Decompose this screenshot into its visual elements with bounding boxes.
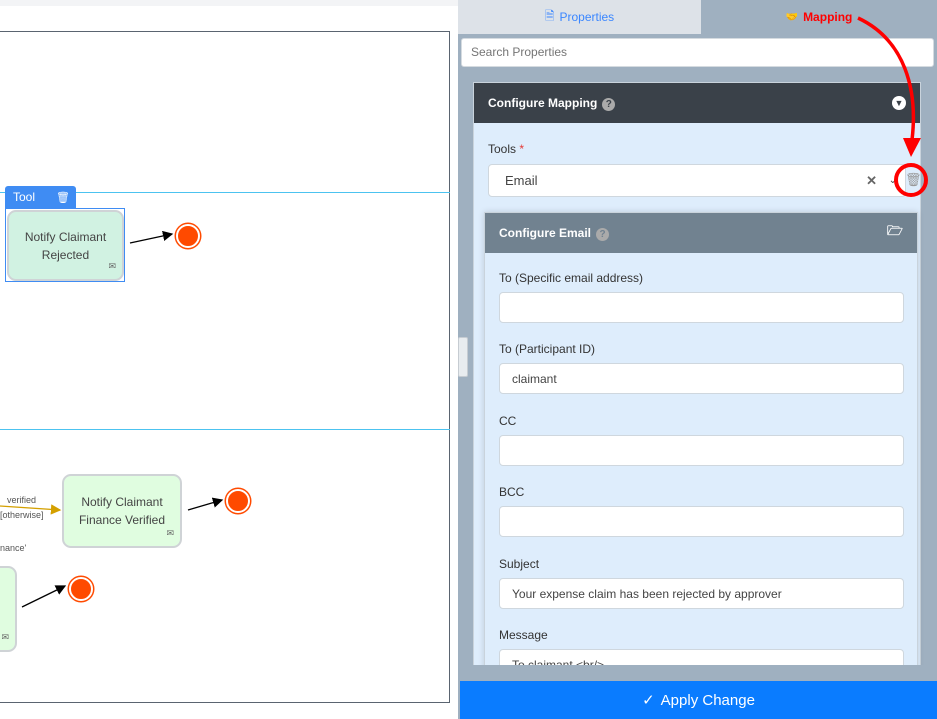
tab-mapping[interactable]: 🤝 Mapping <box>701 0 937 34</box>
configure-email-card: Configure Email? 🗁 To (Specific email ad… <box>484 212 918 692</box>
sequence-flow <box>0 504 62 515</box>
required-mark: * <box>519 142 525 156</box>
pool-frame <box>0 31 450 703</box>
panel-bottom-gutter <box>458 665 937 681</box>
apply-label: Apply Change <box>660 691 755 709</box>
tab-label: Properties <box>559 10 615 24</box>
tools-value: Email <box>505 173 538 188</box>
lane-divider <box>0 192 450 193</box>
help-icon[interactable]: ? <box>596 227 610 241</box>
task-partial[interactable]: ✉ <box>0 566 17 652</box>
selection-outline <box>5 208 125 282</box>
field-label: Message <box>499 628 548 642</box>
document-icon: 🗎 <box>544 8 555 23</box>
clear-icon[interactable]: ✕ <box>866 172 877 188</box>
tab-properties[interactable]: 🗎 Properties <box>458 0 701 34</box>
flow-label: nance' <box>0 543 27 553</box>
configure-mapping-card: Configure Mapping? ▼ Tools * Email ✕ ⌄ 🗑… <box>473 82 922 692</box>
configure-mapping-header[interactable]: Configure Mapping? ▼ <box>474 83 920 123</box>
node-label: Rejected <box>41 247 90 262</box>
mail-icon: ✉ <box>166 528 174 538</box>
mail-icon: ✉ <box>108 261 116 271</box>
field-label: Subject <box>499 557 540 571</box>
cc-input[interactable] <box>499 435 904 466</box>
end-event[interactable] <box>176 224 200 248</box>
card-title: Configure Mapping <box>488 95 598 110</box>
help-icon[interactable]: ? <box>602 97 616 111</box>
flow-label: [otherwise] <box>0 510 44 520</box>
flow-label: verified <box>7 495 37 505</box>
tools-label: Tools <box>488 142 517 156</box>
subject-input[interactable]: Your expense claim has been rejected by … <box>499 578 904 609</box>
card-title: Configure Email <box>499 225 592 240</box>
tab-label: Mapping <box>803 10 853 24</box>
sequence-flow <box>129 230 174 244</box>
canvas-toolbar-strip <box>0 0 458 6</box>
check-icon: ✓ <box>642 692 655 709</box>
task-notify-claimant-rejected[interactable]: Notify Claimant Rejected ✉ <box>7 210 124 281</box>
sequence-flow <box>21 585 67 608</box>
tool-badge-label: Tool <box>13 190 36 204</box>
chevron-down-icon[interactable]: ⌄ <box>888 175 897 186</box>
to-email-input[interactable] <box>499 292 904 323</box>
sequence-flow <box>187 497 224 511</box>
tool-badge[interactable]: Tool 🗑 <box>5 186 76 208</box>
process-canvas[interactable]: Tool 🗑 Notify Claimant Rejected ✉ Notify … <box>0 0 458 719</box>
folder-open-icon[interactable]: 🗁 <box>886 223 903 238</box>
to-participant-input[interactable]: claimant <box>499 363 904 394</box>
end-event[interactable] <box>226 489 250 513</box>
end-event[interactable] <box>69 577 93 601</box>
search-input[interactable] <box>461 38 934 67</box>
configure-email-header[interactable]: Configure Email? 🗁 <box>485 213 917 253</box>
field-label: CC <box>499 414 517 428</box>
properties-panel: 🗎 Properties 🤝 Mapping Configure Mapping? … <box>458 0 937 719</box>
field-label: To (Participant ID) <box>499 342 596 356</box>
panel-resize-handle[interactable] <box>458 337 468 377</box>
node-label: Finance Verified <box>78 513 166 527</box>
delete-tool-icon[interactable]: 🗑 <box>905 172 922 187</box>
mail-icon: ✉ <box>1 632 9 642</box>
bcc-input[interactable] <box>499 506 904 537</box>
apply-change-button[interactable]: ✓ Apply Change <box>460 681 937 719</box>
lane-divider <box>0 429 450 430</box>
trash-icon[interactable]: 🗑 <box>56 191 70 204</box>
handshake-icon: 🤝 <box>785 11 799 23</box>
node-label: Notify Claimant <box>24 229 107 244</box>
sequence-flows <box>0 230 224 608</box>
field-label: To (Specific email address) <box>499 271 644 285</box>
chevron-down-icon[interactable]: ▼ <box>892 96 906 110</box>
tools-select[interactable]: Email ✕ ⌄ <box>488 164 906 197</box>
task-notify-claimant-finance-verified[interactable]: Notify Claimant Finance Verified ✉ <box>62 474 182 548</box>
node-label: Notify Claimant <box>81 495 163 509</box>
field-label: BCC <box>499 485 525 499</box>
